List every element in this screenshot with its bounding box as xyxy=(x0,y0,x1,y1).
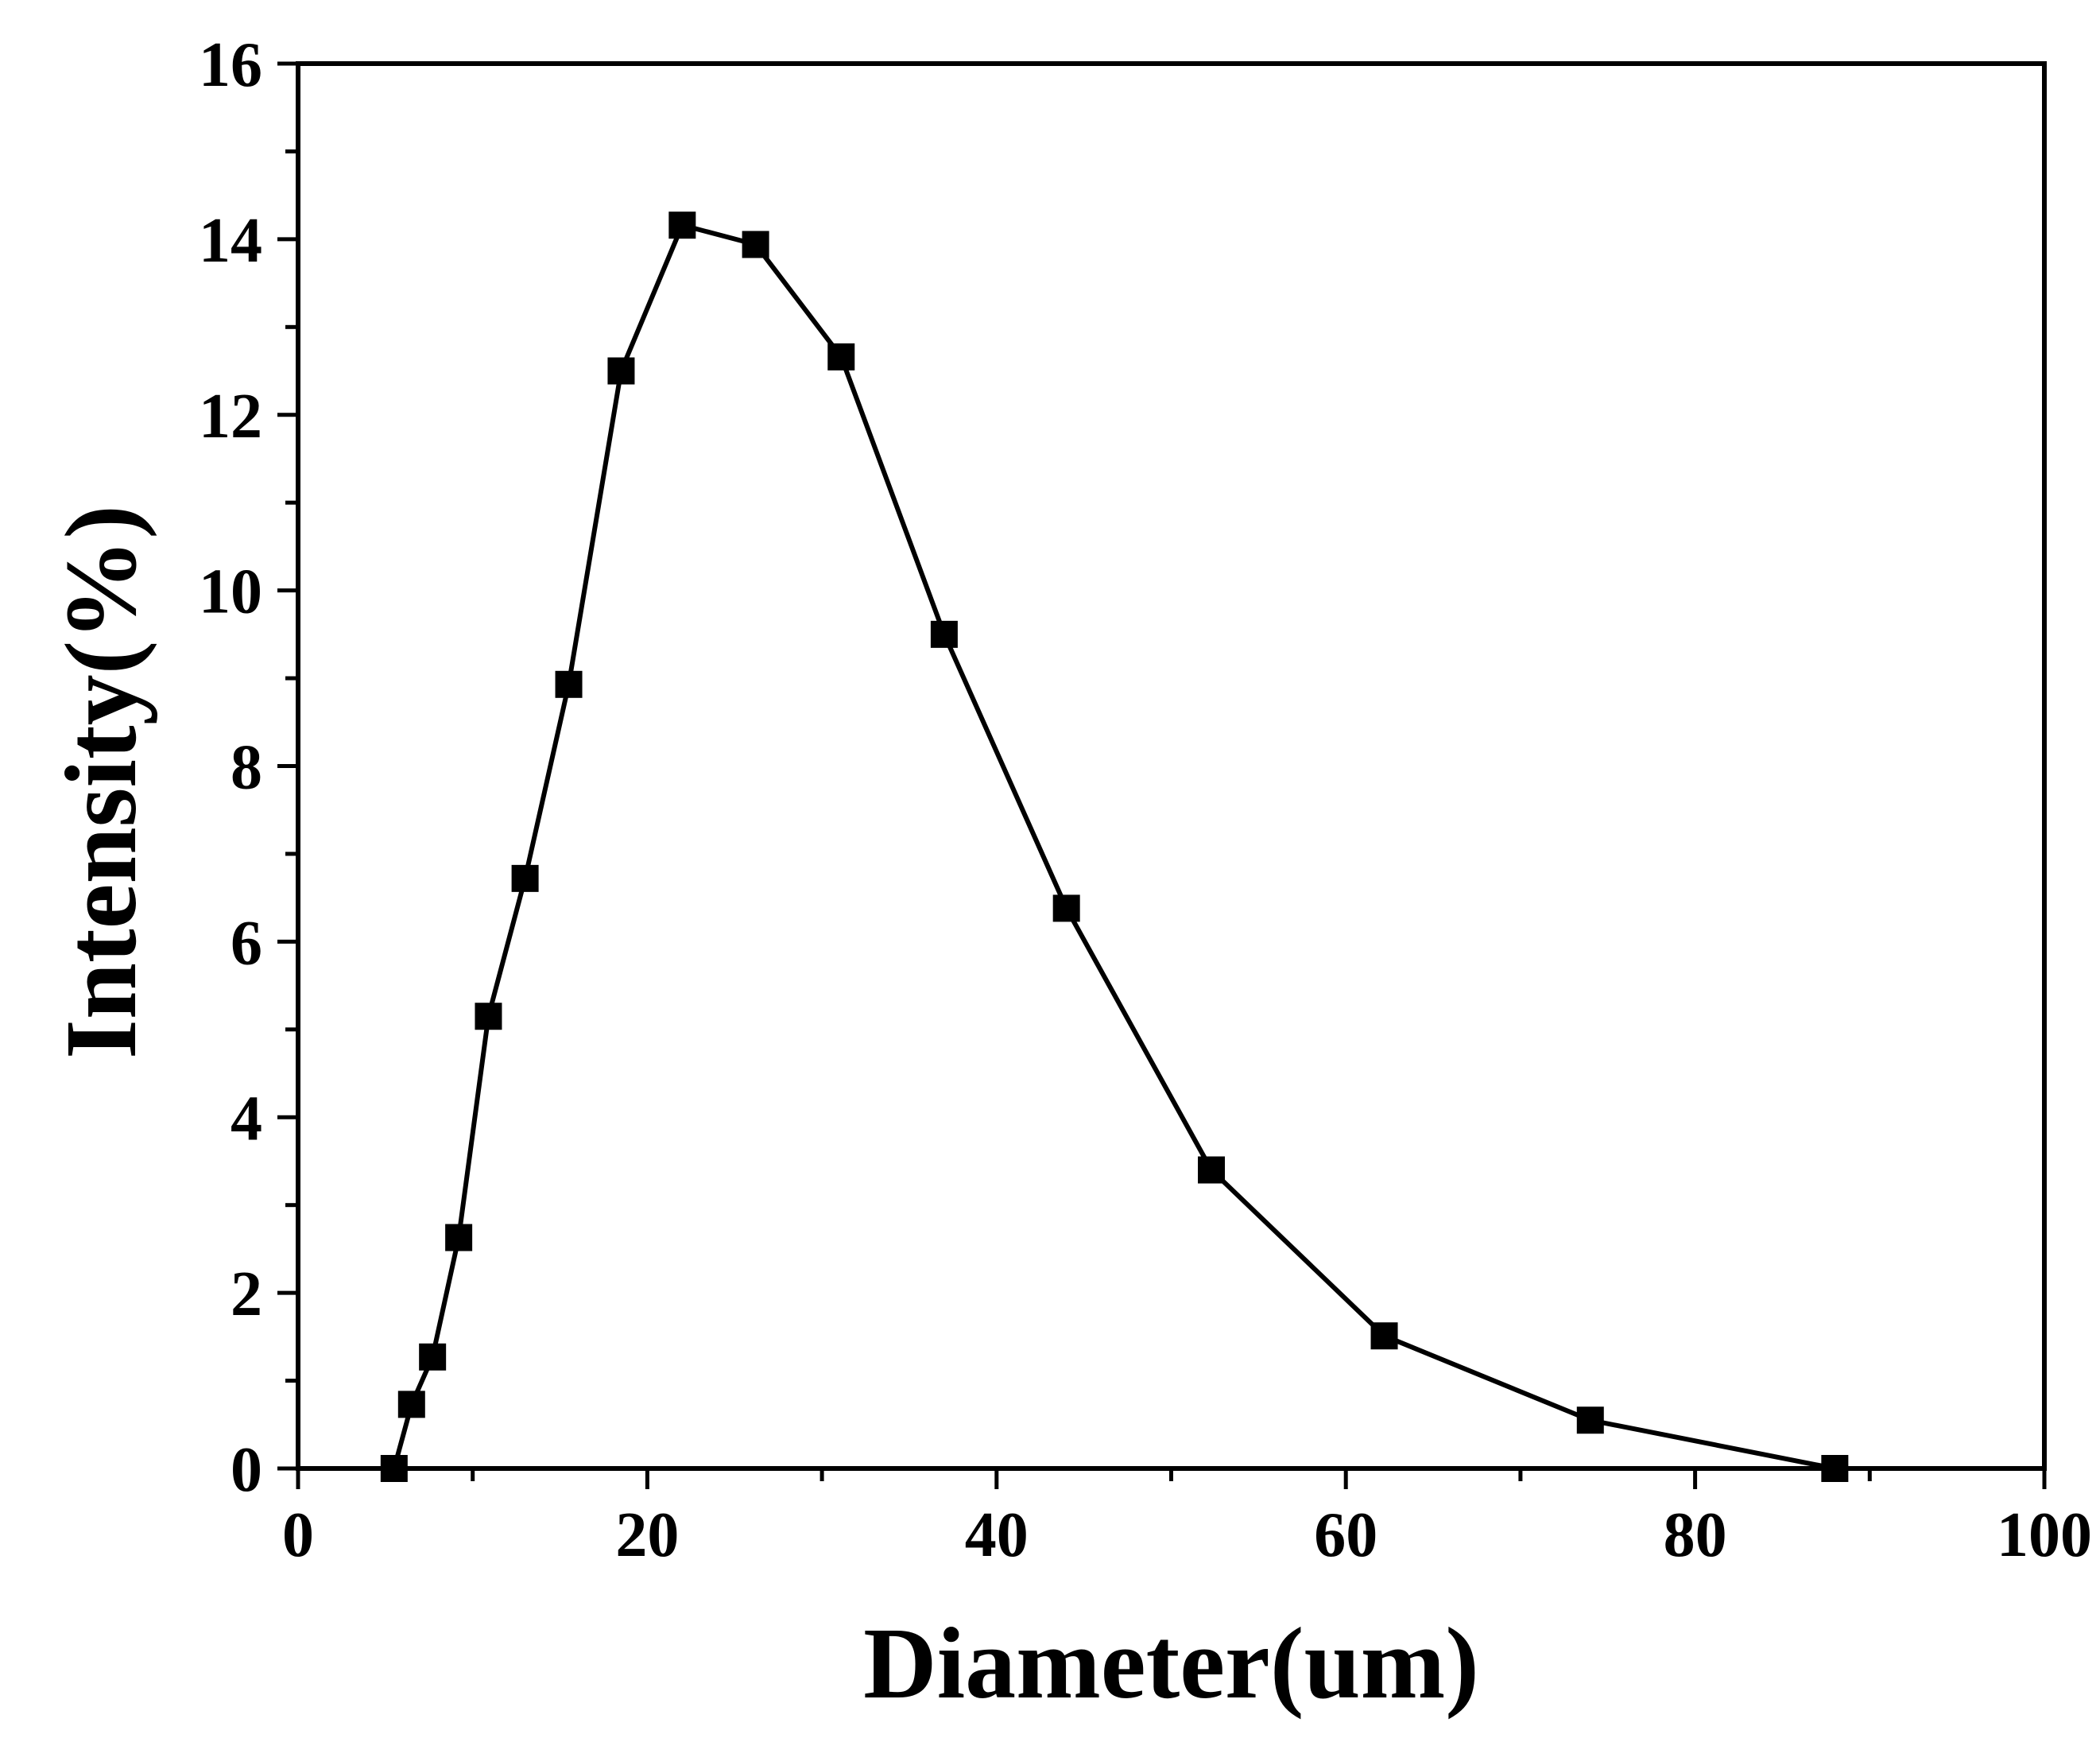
data-point-marker xyxy=(555,670,583,698)
y-tick-label: 2 xyxy=(231,1259,262,1329)
x-tick-label: 20 xyxy=(615,1500,679,1570)
data-point-marker xyxy=(475,1003,502,1030)
data-point-marker xyxy=(827,343,855,370)
data-point-marker xyxy=(742,231,769,258)
y-tick-label: 8 xyxy=(231,733,262,803)
axis-ticks xyxy=(277,61,2047,1489)
data-point-marker xyxy=(1052,894,1080,922)
y-tick-label: 12 xyxy=(199,382,262,452)
x-tick-label: 0 xyxy=(282,1500,314,1570)
x-tick-label: 100 xyxy=(1997,1500,2092,1570)
data-point-marker xyxy=(607,357,635,385)
data-point-marker xyxy=(1370,1322,1398,1350)
data-point-marker xyxy=(1576,1406,1604,1434)
data-point-marker xyxy=(930,620,958,648)
tick-labels: 0 20 40 60 80 100 0 2 4 6 8 10 12 14 16 xyxy=(199,30,2092,1570)
y-tick-label: 14 xyxy=(199,206,262,276)
data-point-marker xyxy=(668,211,696,239)
data-point-marker xyxy=(397,1391,425,1418)
x-tick-label: 40 xyxy=(965,1500,1029,1570)
x-axis-title: Diameter(um) xyxy=(863,1607,1479,1720)
y-tick-label: 4 xyxy=(231,1084,262,1154)
plot-frame xyxy=(296,61,2047,1471)
y-tick-label: 0 xyxy=(231,1435,262,1505)
y-tick-label: 10 xyxy=(199,557,262,627)
data-point-marker xyxy=(511,864,539,892)
data-point-marker xyxy=(1198,1156,1226,1184)
y-tick-label: 16 xyxy=(199,30,262,100)
data-point-marker xyxy=(419,1343,447,1371)
y-axis-title: Intensity(%) xyxy=(45,505,157,1059)
x-tick-label: 60 xyxy=(1314,1500,1377,1570)
data-points xyxy=(380,211,1849,1482)
y-tick-label: 6 xyxy=(231,908,262,978)
data-point-marker xyxy=(445,1224,473,1251)
x-tick-label: 80 xyxy=(1664,1500,1727,1570)
